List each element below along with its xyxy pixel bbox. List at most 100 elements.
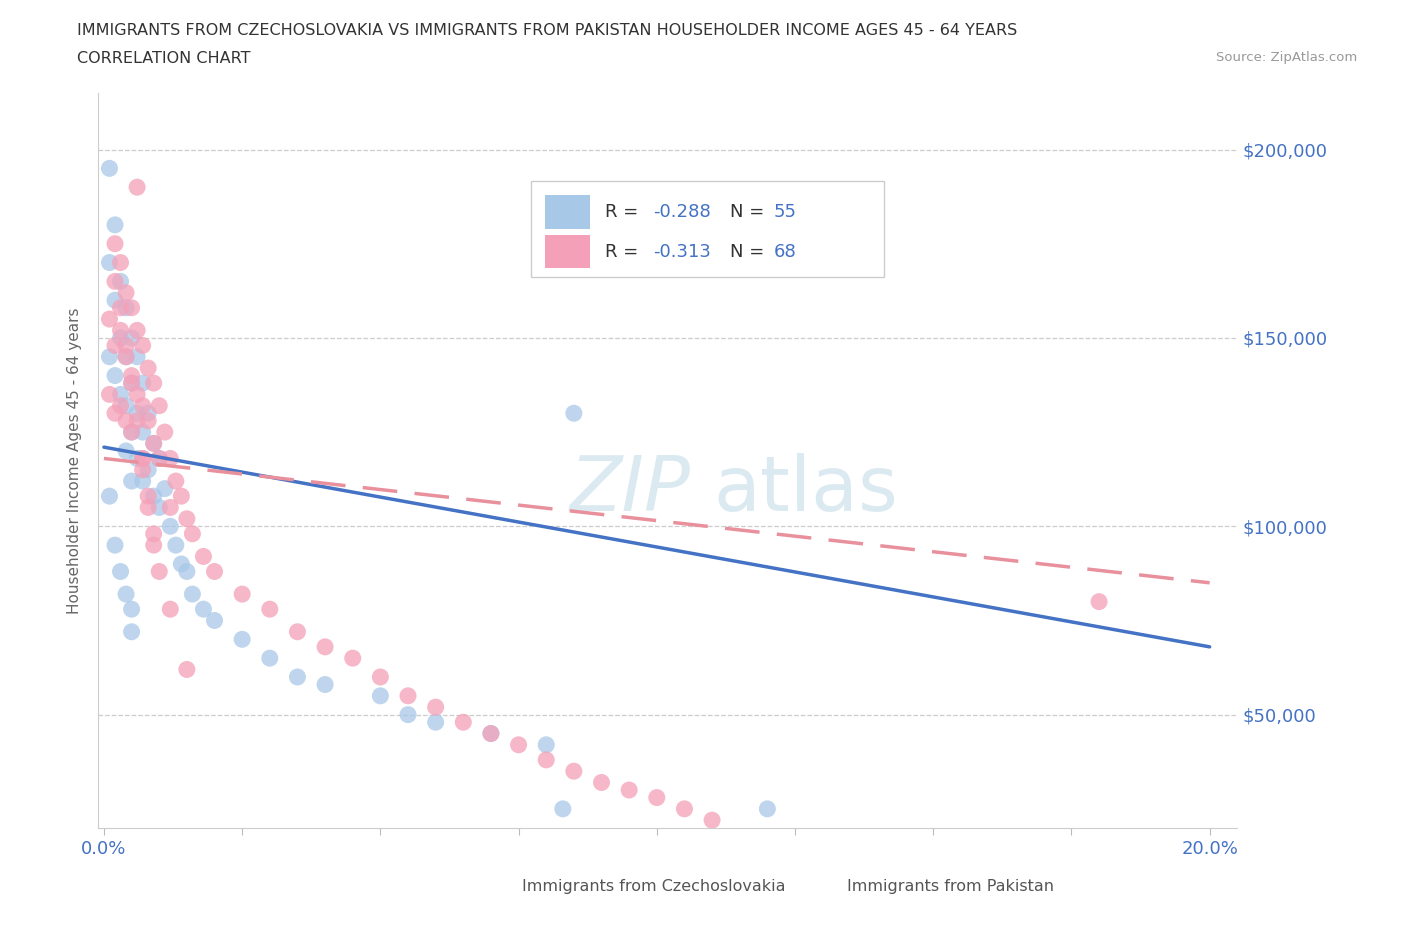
Point bbox=[121, 425, 143, 440]
Point bbox=[148, 451, 170, 466]
Point bbox=[104, 236, 127, 251]
Text: R =: R = bbox=[605, 243, 644, 260]
Point bbox=[756, 802, 779, 817]
Point bbox=[170, 556, 193, 571]
Point bbox=[534, 752, 557, 767]
Point bbox=[115, 300, 138, 315]
Point bbox=[193, 602, 215, 617]
Point bbox=[136, 413, 159, 428]
Point bbox=[176, 512, 198, 526]
Point bbox=[115, 338, 138, 352]
Point bbox=[231, 631, 253, 646]
Point bbox=[131, 425, 153, 440]
Point bbox=[121, 425, 143, 440]
Point bbox=[136, 488, 159, 503]
Text: Source: ZipAtlas.com: Source: ZipAtlas.com bbox=[1216, 51, 1357, 64]
Point bbox=[1088, 594, 1111, 609]
Point bbox=[115, 587, 138, 602]
Point bbox=[104, 293, 127, 308]
Point bbox=[110, 255, 132, 270]
Text: R =: R = bbox=[605, 203, 644, 221]
Point bbox=[131, 462, 153, 477]
Point bbox=[131, 398, 153, 413]
Point bbox=[104, 368, 127, 383]
Point bbox=[104, 338, 127, 352]
Point bbox=[115, 413, 138, 428]
Point bbox=[127, 387, 149, 402]
Point bbox=[115, 444, 138, 458]
Point bbox=[121, 376, 143, 391]
Point bbox=[115, 398, 138, 413]
Point bbox=[127, 350, 149, 365]
Point bbox=[396, 688, 419, 703]
Point bbox=[534, 737, 557, 752]
Point bbox=[104, 538, 127, 552]
Point bbox=[142, 376, 165, 391]
Point bbox=[121, 368, 143, 383]
FancyBboxPatch shape bbox=[546, 235, 591, 268]
Point bbox=[508, 737, 530, 752]
Point bbox=[204, 613, 226, 628]
Point bbox=[148, 500, 170, 515]
Point bbox=[142, 526, 165, 541]
Point bbox=[127, 323, 149, 338]
Point bbox=[314, 640, 336, 655]
Point bbox=[136, 500, 159, 515]
Point bbox=[98, 312, 121, 326]
Point bbox=[110, 274, 132, 289]
Point bbox=[165, 538, 187, 552]
Point bbox=[181, 587, 204, 602]
Point bbox=[645, 790, 668, 805]
Point bbox=[287, 670, 309, 684]
Point bbox=[110, 330, 132, 345]
Point bbox=[700, 813, 723, 828]
Point bbox=[551, 802, 574, 817]
Point bbox=[370, 670, 392, 684]
Point bbox=[176, 662, 198, 677]
Text: Immigrants from Czechoslovakia: Immigrants from Czechoslovakia bbox=[522, 879, 786, 894]
Point bbox=[142, 436, 165, 451]
Point bbox=[259, 651, 281, 666]
Point bbox=[136, 462, 159, 477]
Point bbox=[425, 699, 447, 714]
Point bbox=[396, 707, 419, 722]
Point bbox=[176, 565, 198, 579]
Point bbox=[159, 451, 181, 466]
Point bbox=[110, 387, 132, 402]
Point bbox=[425, 715, 447, 730]
Text: Immigrants from Pakistan: Immigrants from Pakistan bbox=[846, 879, 1053, 894]
Point bbox=[142, 436, 165, 451]
Point bbox=[131, 338, 153, 352]
Point bbox=[110, 300, 132, 315]
Point bbox=[98, 387, 121, 402]
Point bbox=[115, 350, 138, 365]
Point bbox=[159, 519, 181, 534]
Point bbox=[115, 350, 138, 365]
Point bbox=[98, 488, 121, 503]
FancyBboxPatch shape bbox=[546, 195, 591, 229]
Text: -0.288: -0.288 bbox=[652, 203, 711, 221]
Text: atlas: atlas bbox=[713, 453, 898, 526]
Point bbox=[98, 350, 121, 365]
Point bbox=[170, 488, 193, 503]
FancyBboxPatch shape bbox=[531, 181, 884, 277]
Point bbox=[562, 764, 585, 778]
FancyBboxPatch shape bbox=[799, 874, 839, 899]
Point bbox=[127, 405, 149, 420]
Point bbox=[136, 405, 159, 420]
Point bbox=[136, 361, 159, 376]
Point bbox=[370, 688, 392, 703]
Point bbox=[127, 179, 149, 194]
Point bbox=[153, 481, 176, 496]
Point bbox=[453, 715, 475, 730]
Point bbox=[148, 565, 170, 579]
Point bbox=[617, 782, 640, 797]
Point bbox=[153, 425, 176, 440]
Point bbox=[314, 677, 336, 692]
Point bbox=[342, 651, 364, 666]
Point bbox=[110, 565, 132, 579]
Point bbox=[165, 473, 187, 488]
Point bbox=[204, 565, 226, 579]
Point bbox=[479, 726, 502, 741]
Point bbox=[98, 255, 121, 270]
